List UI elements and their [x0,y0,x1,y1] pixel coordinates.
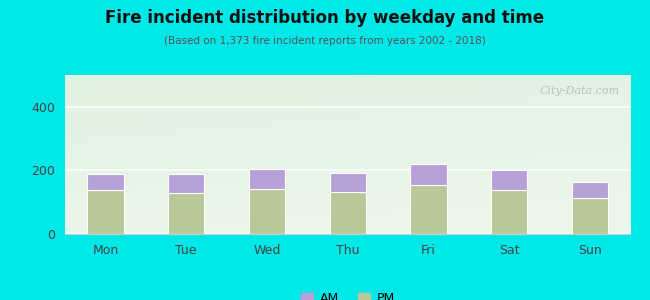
Text: City-Data.com: City-Data.com [539,86,619,96]
Legend: AM, PM: AM, PM [296,287,400,300]
Bar [410,185,447,234]
Bar [168,193,204,234]
Bar [87,190,124,234]
Bar [491,190,528,234]
Bar [330,192,366,234]
Text: (Based on 1,373 fire incident reports from years 2002 - 2018): (Based on 1,373 fire incident reports fr… [164,36,486,46]
Bar [572,182,608,198]
Bar [410,164,447,185]
Bar [87,174,124,190]
Bar [249,189,285,234]
Text: Fire incident distribution by weekday and time: Fire incident distribution by weekday an… [105,9,545,27]
Bar [249,169,285,189]
Bar [330,172,366,192]
Bar [168,174,204,193]
Bar [491,170,528,190]
Bar [572,198,608,234]
